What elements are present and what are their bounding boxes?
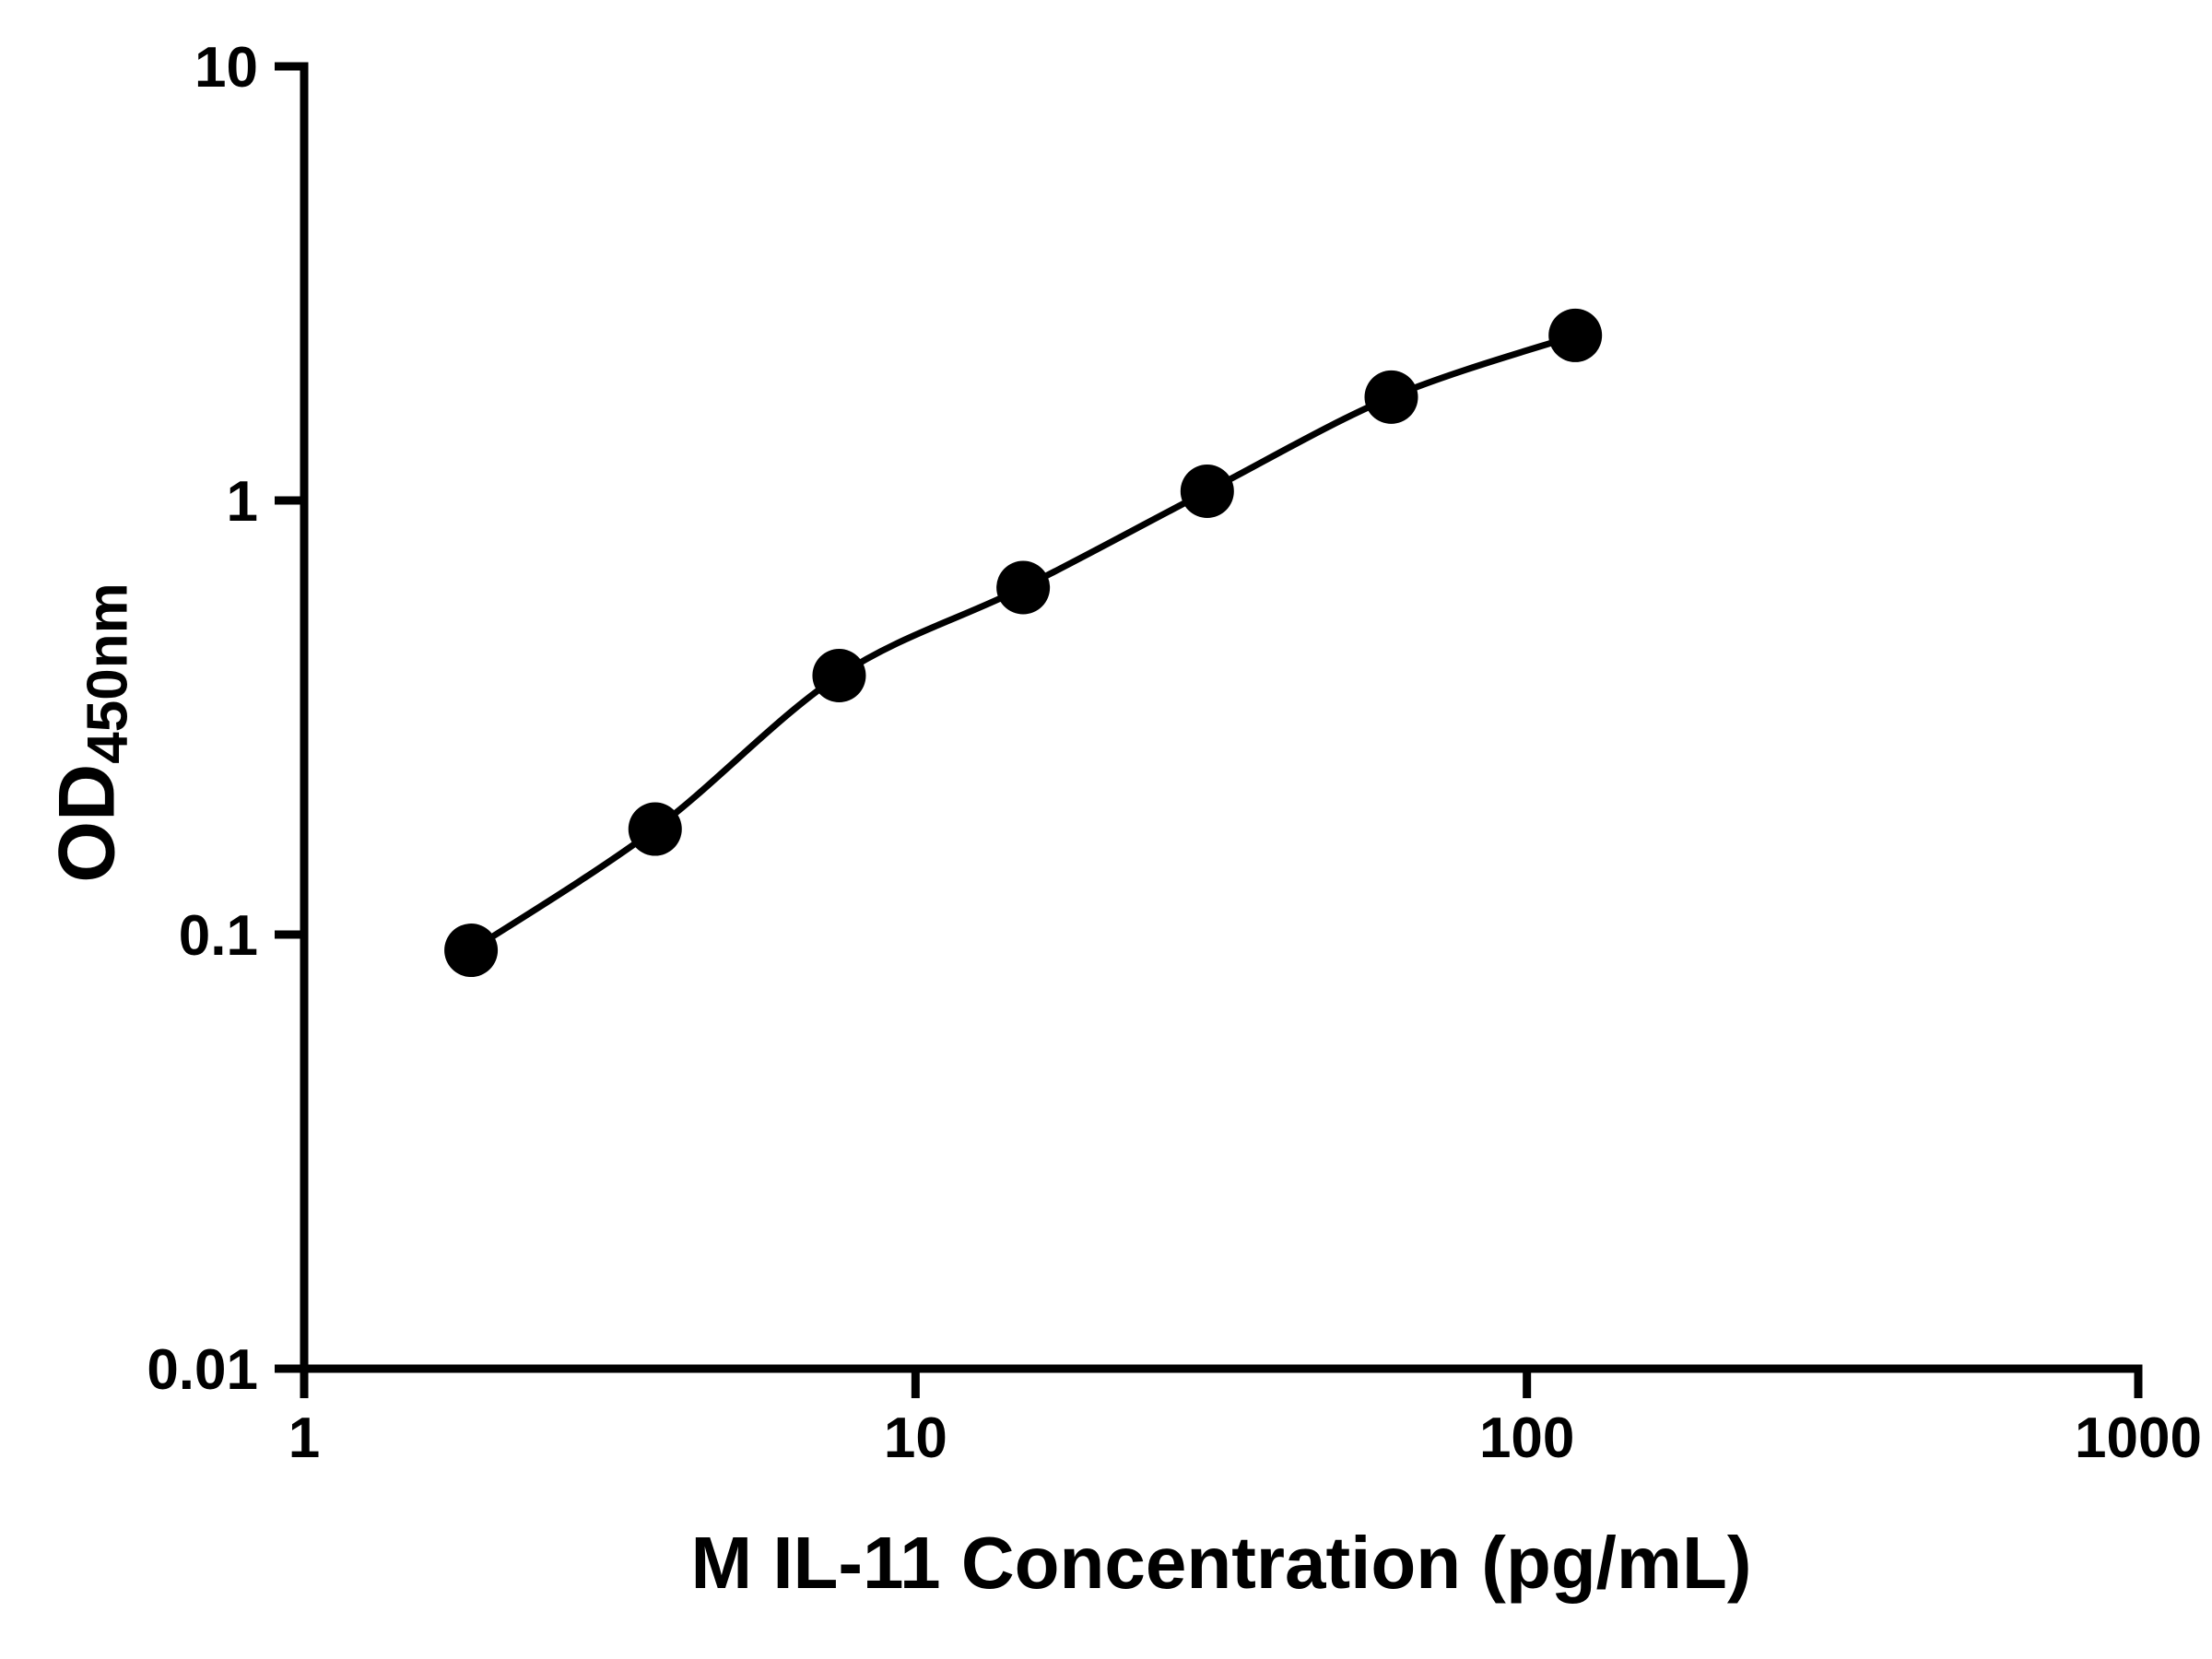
x-axis-tick-label: 1 — [288, 1406, 320, 1470]
x-axis-title: M IL-11 Concentration (pg/mL) — [690, 1522, 1752, 1604]
y-axis-title-main: OD — [42, 763, 132, 883]
standard-curve-line — [469, 332, 1577, 953]
y-axis-tick-label: 1 — [227, 470, 258, 534]
x-axis-tick-label: 10 — [884, 1406, 947, 1470]
data-point — [1180, 465, 1234, 519]
data-point — [812, 649, 866, 703]
data-point — [628, 802, 682, 856]
data-point — [1548, 308, 1603, 362]
data-point — [1364, 370, 1418, 424]
data-point — [996, 560, 1051, 615]
y-axis-title-sub: 450nm — [76, 582, 140, 764]
x-axis-tick-label: 100 — [1479, 1406, 1574, 1470]
axis-line — [300, 62, 2143, 1373]
y-axis-tick-label: 0.1 — [179, 904, 258, 968]
y-axis-title: OD450nm — [42, 582, 140, 883]
y-axis-tick-label: 0.01 — [147, 1338, 258, 1402]
x-axis-tick-label: 1000 — [2075, 1406, 2202, 1470]
y-axis-tick-label: 10 — [194, 36, 258, 100]
data-point — [444, 924, 499, 978]
